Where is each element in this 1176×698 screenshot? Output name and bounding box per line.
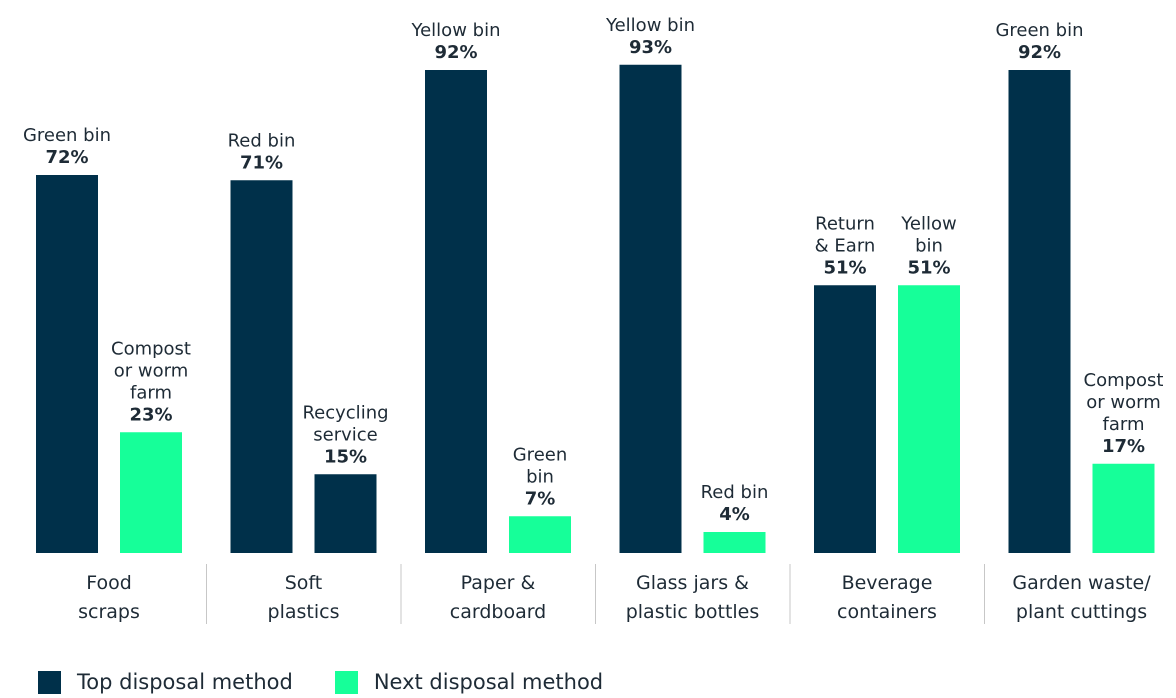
category-label: Food: [86, 572, 132, 594]
legend: Top disposal method Next disposal method: [38, 670, 645, 694]
bar-value-label: 93%: [629, 37, 672, 58]
bar-method-label: & Earn: [815, 235, 876, 256]
bar-value-label: 51%: [907, 257, 950, 278]
bar-method-label: Return: [815, 213, 875, 234]
legend-swatch-next: [334, 670, 358, 694]
bar-value-label: 92%: [1018, 42, 1061, 63]
bar: [120, 432, 182, 553]
bar-value-label: 71%: [240, 152, 283, 173]
bar-method-label: Yellow bin: [411, 20, 501, 41]
bar-value-label: 23%: [129, 404, 172, 425]
bar: [230, 180, 293, 553]
bar-method-label: Green bin: [23, 125, 111, 146]
bar-method-label: Red bin: [701, 482, 769, 503]
bar-value-label: 51%: [823, 257, 866, 278]
bar: [36, 175, 98, 553]
bar-method-label: Green: [513, 444, 568, 465]
bar-method-label: Yellow: [900, 213, 956, 234]
category-label: plastics: [268, 601, 340, 623]
bar-method-label: bin: [526, 466, 554, 487]
legend-label-top: Top disposal method: [77, 670, 293, 694]
legend-item-next: Next disposal method: [334, 670, 604, 694]
legend-item-top: Top disposal method: [38, 670, 293, 694]
category-label: cardboard: [450, 601, 547, 623]
bar: [509, 516, 571, 553]
bar-value-label: 15%: [324, 446, 367, 467]
bar-method-label: or worm: [1086, 392, 1161, 413]
bar-method-label: bin: [915, 235, 943, 256]
bar-value-label: 92%: [434, 42, 477, 63]
category-label: plant cuttings: [1016, 601, 1147, 623]
category-label: Paper &: [461, 572, 536, 594]
category-label: containers: [837, 601, 937, 623]
bar-value-label: 17%: [1102, 436, 1145, 457]
bar-method-label: farm: [1103, 414, 1145, 435]
bar-value-label: 7%: [525, 488, 556, 509]
bar-method-label: farm: [130, 382, 172, 403]
bar-value-label: 4%: [719, 504, 750, 525]
bar-method-label: Green bin: [995, 20, 1083, 41]
legend-label-next: Next disposal method: [373, 670, 604, 694]
category-label: Soft: [285, 572, 323, 594]
category-label: scraps: [78, 601, 140, 623]
bar-method-label: Yellow bin: [605, 15, 695, 36]
bar: [898, 285, 960, 553]
bar: [425, 70, 487, 553]
bar-method-label: or worm: [114, 360, 189, 381]
category-label: Glass jars &: [636, 572, 749, 594]
bar-method-label: Red bin: [228, 130, 296, 151]
category-label: Beverage: [842, 572, 933, 594]
bar-value-label: 72%: [45, 147, 88, 168]
bar: [1008, 70, 1071, 553]
category-label: plastic bottles: [626, 601, 760, 623]
bar-method-label: service: [313, 424, 377, 445]
legend-swatch-top: [38, 670, 61, 694]
bar: [314, 474, 377, 553]
bar-method-label: Compost: [1084, 370, 1164, 391]
bar: [703, 532, 766, 553]
bar: [814, 285, 876, 553]
bar-method-label: Compost: [111, 338, 191, 359]
bar: [619, 64, 682, 553]
bar: [1092, 463, 1155, 553]
bar-method-label: Recycling: [302, 402, 388, 423]
category-label: Garden waste/: [1012, 572, 1151, 594]
